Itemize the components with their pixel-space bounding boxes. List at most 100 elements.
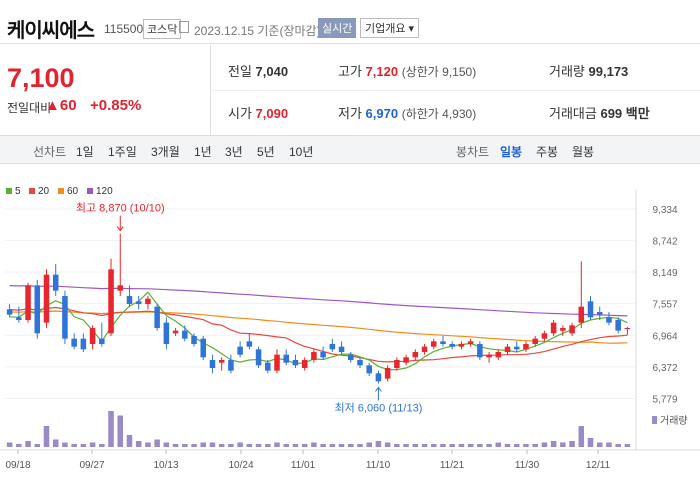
realtime-button[interactable]: 실시간 bbox=[318, 18, 357, 38]
candle-body bbox=[117, 285, 124, 291]
volume: 거래량 99,173 bbox=[549, 64, 629, 79]
candle-body bbox=[62, 296, 68, 339]
volume-legend-swatch bbox=[652, 416, 657, 424]
candle-body bbox=[569, 325, 575, 334]
base-date: 2023.12.15 기준(장마감) bbox=[194, 24, 321, 38]
volume-bar bbox=[541, 442, 548, 447]
volume-bar bbox=[163, 442, 170, 447]
volume-bar bbox=[108, 411, 114, 447]
high-annotation: 최고 8,870 (10/10) bbox=[76, 202, 165, 215]
candle-body bbox=[541, 333, 548, 339]
x-tick-label: 10/13 bbox=[153, 460, 178, 471]
volume-bar bbox=[43, 426, 50, 447]
legend-ma-60: 60 bbox=[58, 186, 78, 197]
volume-bar bbox=[467, 444, 474, 447]
candle-body bbox=[108, 269, 114, 334]
candle-body bbox=[292, 360, 299, 366]
legend-ma-5: 5 bbox=[6, 186, 21, 197]
candle-body bbox=[126, 296, 133, 304]
volume-bar bbox=[265, 444, 271, 447]
candle-body bbox=[615, 320, 621, 331]
volume-bar bbox=[80, 444, 87, 447]
candle-body bbox=[412, 352, 419, 358]
volume-bar bbox=[550, 441, 557, 447]
volume-bar bbox=[311, 442, 317, 447]
candle-body bbox=[495, 352, 502, 358]
tab-5y[interactable]: 5년 bbox=[257, 145, 275, 159]
tab-daily[interactable]: 일봉 bbox=[500, 145, 523, 159]
candle-body bbox=[394, 360, 400, 368]
volume-bar bbox=[606, 442, 612, 447]
volume-bar bbox=[182, 444, 188, 447]
candle-body bbox=[513, 346, 520, 350]
document-icon[interactable] bbox=[179, 21, 189, 33]
line-chart-label: 선차트 bbox=[33, 145, 67, 159]
candle-body bbox=[578, 306, 585, 323]
volume-bar bbox=[283, 444, 289, 447]
volume-bar bbox=[200, 442, 207, 447]
candle-body bbox=[163, 322, 170, 344]
candle-body bbox=[237, 346, 243, 355]
candle-body bbox=[209, 360, 216, 368]
candle-body bbox=[532, 338, 538, 344]
trade-amount: 거래대금 699 백만 bbox=[549, 106, 650, 121]
company-info-dropdown[interactable]: 기업개요 ▾ bbox=[360, 18, 420, 38]
candle-body bbox=[218, 360, 225, 363]
price-chart[interactable]: 9,334 8,742 8,149 7,557 6,964 6,372 5,779 최고 8,… bbox=[0, 190, 700, 490]
candle-body bbox=[80, 338, 87, 350]
change-percent: +0.85% bbox=[90, 97, 142, 114]
legend-label: 5 bbox=[15, 186, 21, 197]
volume-bar bbox=[458, 444, 465, 447]
tab-weekly[interactable]: 주봉 bbox=[536, 145, 559, 159]
x-tick-label: 09/18 bbox=[5, 460, 30, 471]
volume-bar bbox=[430, 444, 437, 447]
y-tick-label: 8,742 bbox=[652, 236, 677, 247]
candle-body bbox=[25, 285, 31, 320]
arrow-up-icon bbox=[375, 386, 382, 392]
tab-1y[interactable]: 1년 bbox=[194, 145, 212, 159]
y-tick-label: 6,372 bbox=[652, 363, 677, 374]
candle-body bbox=[228, 360, 234, 371]
candle-body bbox=[99, 338, 105, 344]
y-tick-label: 7,557 bbox=[652, 300, 677, 311]
x-tick-label: 11/01 bbox=[291, 460, 316, 471]
volume-bar bbox=[587, 438, 594, 447]
volume-bar bbox=[477, 444, 483, 447]
volume-bar bbox=[394, 444, 400, 447]
legend-ma-20: 20 bbox=[29, 186, 49, 197]
tab-3m[interactable]: 3개월 bbox=[151, 145, 180, 159]
tab-3y[interactable]: 3년 bbox=[225, 145, 243, 159]
change-value: ▲60 bbox=[45, 97, 77, 114]
tab-monthly[interactable]: 월봉 bbox=[572, 145, 595, 159]
volume-bar bbox=[154, 439, 160, 447]
candle-body bbox=[523, 344, 529, 350]
volume-bar bbox=[117, 415, 124, 447]
volume-bar bbox=[578, 426, 585, 447]
legend-label: 20 bbox=[38, 186, 50, 197]
quote-panel: 7,100 전일대비 ▲60 +0.85% 전일 7,040 고가 7,120 … bbox=[0, 45, 700, 136]
candle-body bbox=[467, 341, 474, 344]
volume-bar bbox=[412, 444, 419, 447]
candle-body bbox=[458, 344, 465, 347]
volume-bar bbox=[218, 444, 225, 447]
y-tick-label: 6,964 bbox=[652, 331, 677, 342]
candle-body bbox=[504, 346, 511, 352]
volume-bar bbox=[89, 442, 96, 447]
volume-bar bbox=[99, 444, 105, 447]
candle-body bbox=[200, 338, 207, 358]
tab-1w[interactable]: 1주일 bbox=[108, 145, 137, 159]
tab-1d[interactable]: 1일 bbox=[76, 145, 94, 159]
candle-body bbox=[366, 365, 372, 374]
legend-swatch bbox=[29, 188, 35, 194]
volume-bar bbox=[348, 444, 354, 447]
tab-10y[interactable]: 10년 bbox=[289, 145, 314, 159]
candle-body bbox=[486, 354, 492, 358]
volume-bar bbox=[596, 442, 603, 447]
up-arrow-icon: ▲ bbox=[45, 97, 60, 114]
stock-code: 115500 bbox=[104, 22, 144, 36]
candle-body bbox=[172, 330, 179, 334]
volume-bar bbox=[624, 444, 631, 447]
market-badge: 코스닥 bbox=[143, 19, 182, 39]
candle-body bbox=[421, 346, 428, 352]
legend-swatch bbox=[6, 188, 12, 194]
